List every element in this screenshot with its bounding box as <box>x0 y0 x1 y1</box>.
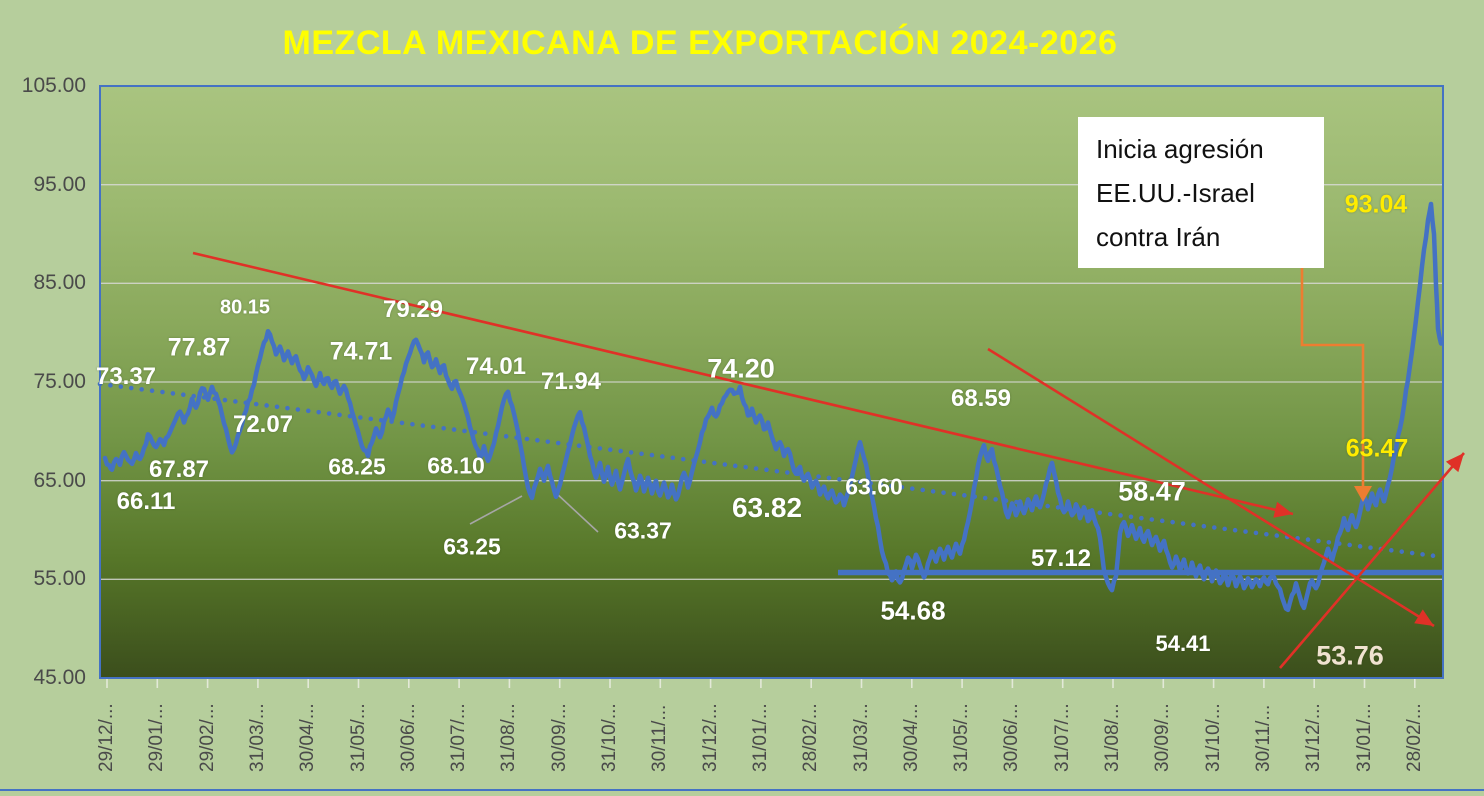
data-point-label: 68.25 <box>328 453 386 480</box>
x-axis-tick-label: 28/02/... <box>800 703 822 772</box>
x-axis-tick-label: 29/12/... <box>96 703 117 772</box>
data-point-label: 74.20 <box>707 353 775 384</box>
annotation-box: Inicia agresión EE.UU.-Israel contra Irá… <box>1078 117 1324 268</box>
arrowhead <box>1445 453 1464 473</box>
data-point-label: 93.04 <box>1344 190 1408 219</box>
data-point-label: 72.07 <box>232 411 294 438</box>
annotation-line: EE.UU.-Israel <box>1096 178 1255 208</box>
y-axis-tick-label: 55.00 <box>33 567 86 591</box>
x-axis-tick-label: 31/01/... <box>749 703 771 772</box>
data-point-label: 54.68 <box>880 595 946 626</box>
data-point-label: 63.60 <box>845 473 903 500</box>
data-point-label: 58.47 <box>1118 476 1186 507</box>
data-point-label: 73.37 <box>95 363 157 390</box>
data-point-label: 67.87 <box>148 456 210 483</box>
x-axis-tick-label: 31/07/... <box>1051 703 1073 772</box>
x-axis-tick-label: 31/05/... <box>347 703 369 772</box>
x-axis-tick-label: 31/12/... <box>699 703 721 772</box>
x-axis-tick-label: 30/11/... <box>1252 704 1274 772</box>
data-point-label: 74.71 <box>329 337 393 366</box>
x-axis-tick-label: 31/08/... <box>1102 703 1123 772</box>
x-axis-tick-label: 29/02/... <box>196 703 218 772</box>
x-axis-tick-label: 30/04/... <box>900 703 922 772</box>
data-point-label: 63.82 <box>731 492 803 523</box>
x-axis-tick-label: 31/03/... <box>850 703 872 772</box>
data-point-label: 68.59 <box>950 385 1012 412</box>
x-axis-tick-label: 31/10/... <box>1202 703 1224 772</box>
y-axis-tick-label: 95.00 <box>33 172 86 196</box>
data-point-label: 68.10 <box>427 452 485 479</box>
x-axis-tick-label: 29/01/... <box>146 703 168 772</box>
annotation-line: contra Irán <box>1096 222 1221 252</box>
x-axis-tick-label: 30/06/... <box>1001 703 1023 772</box>
x-axis-tick-label: 31/12/... <box>1303 703 1325 772</box>
x-axis-tick-label: 31/07/... <box>448 703 470 772</box>
x-axis-tick-label: 31/05/... <box>951 703 973 772</box>
data-point-label: 63.37 <box>614 517 672 544</box>
data-point-label: 80.15 <box>219 296 271 319</box>
x-axis-tick-label: 30/09/... <box>1152 703 1174 772</box>
annotation-line: Inicia agresión <box>1096 134 1264 164</box>
y-axis-tick-label: 45.00 <box>33 666 86 689</box>
y-axis-tick-label: 105.00 <box>21 74 86 97</box>
data-point-label: 63.25 <box>443 533 501 560</box>
x-axis-tick-label: 30/11/... <box>649 704 671 772</box>
x-axis-tick-label: 28/02/... <box>1403 703 1425 772</box>
x-axis-tick-label: 30/04/... <box>297 703 319 772</box>
x-axis-tick-label: 31/01/... <box>1353 703 1375 772</box>
data-point-label: 54.41 <box>1155 631 1211 656</box>
x-axis-tick-label: 31/03/... <box>246 703 268 772</box>
chart-title: MEZCLA MEXICANA DE EXPORTACIÓN 2024-2026 <box>282 24 1118 62</box>
data-point-label: 57.12 <box>1030 545 1092 572</box>
x-axis-tick-label: 31/08/... <box>498 703 520 772</box>
data-point-label: 66.11 <box>116 488 176 515</box>
x-axis-tick-label: 30/06/... <box>397 703 419 772</box>
data-point-label: 63.47 <box>1345 434 1409 463</box>
data-point-label: 74.01 <box>465 353 527 380</box>
x-axis-tick-label: 30/09/... <box>548 703 570 772</box>
y-axis-tick-label: 75.00 <box>33 370 86 393</box>
chart-bottom-border <box>0 789 1484 791</box>
x-axis-tick-label: 31/10/... <box>599 703 620 772</box>
y-axis-tick-label: 85.00 <box>33 271 86 295</box>
data-point-label: 77.87 <box>167 333 231 362</box>
data-point-label: 71.94 <box>540 368 602 395</box>
data-point-label: 53.76 <box>1316 640 1384 671</box>
y-axis-tick-label: 65.00 <box>33 468 86 492</box>
data-point-label: 79.29 <box>382 296 444 323</box>
